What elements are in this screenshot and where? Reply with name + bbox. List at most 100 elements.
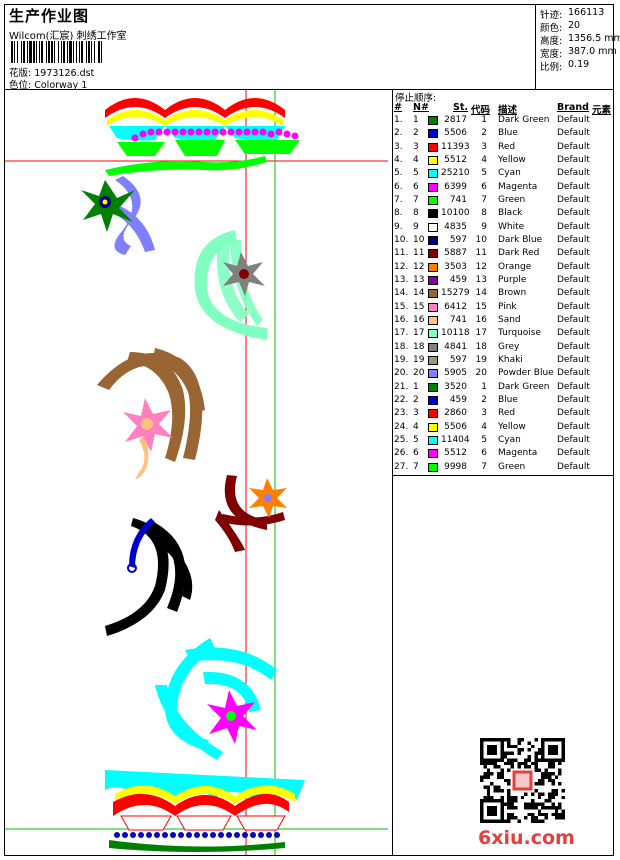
row-brand: Default: [557, 154, 590, 165]
row-description: Dark Blue: [498, 234, 543, 245]
row-stitches: 597: [449, 234, 467, 245]
design-label: 花版:: [9, 68, 32, 79]
row-index: 24.: [394, 421, 409, 432]
row-brand: Default: [557, 141, 590, 152]
stat-scale: 比例: 0.19: [540, 59, 590, 73]
row-needle: 2: [413, 394, 419, 405]
table-row: 8. 8 10100 8 Black Default: [393, 207, 614, 220]
row-description: Blue: [498, 128, 518, 139]
col-header-n: N#: [413, 102, 429, 113]
table-row: 7. 7 741 7 Green Default: [393, 194, 614, 207]
row-stitches: 741: [449, 314, 467, 325]
row-description: Turquoise: [498, 328, 542, 339]
row-index: 9.: [394, 221, 403, 232]
row-brand: Default: [557, 394, 590, 405]
col-header-desc: 描述: [498, 105, 518, 116]
row-needle: 9: [413, 221, 419, 232]
row-description: Brown: [498, 288, 527, 299]
stat-height: 高度: 1356.5 mm: [540, 33, 620, 47]
row-code: 14: [475, 288, 487, 299]
row-stitches: 3520: [444, 381, 467, 392]
col-header-element: 元素: [592, 105, 612, 116]
row-code: 15: [475, 301, 487, 312]
embroidery-preview: [5, 90, 388, 855]
row-stitches: 459: [449, 274, 467, 285]
row-stitches: 5905: [444, 368, 467, 379]
row-brand: Default: [557, 421, 590, 432]
row-needle: 3: [413, 408, 419, 419]
row-index: 5.: [394, 168, 403, 179]
row-stitches: 11404: [441, 434, 470, 445]
table-row: 3. 3 11393 3 Red Default: [393, 141, 614, 154]
row-code: 5: [481, 434, 487, 445]
row-code: 19: [475, 354, 487, 365]
row-needle: 16: [413, 314, 425, 325]
row-description: Red: [498, 141, 516, 152]
color-swatch: [428, 209, 438, 219]
row-description: Yellow: [498, 421, 526, 432]
row-needle: 12: [413, 261, 425, 272]
row-stitches: 10118: [441, 328, 470, 339]
table-row: 11. 11 5887 11 Dark Red Default: [393, 247, 614, 260]
table-row: 5. 5 25210 5 Cyan Default: [393, 167, 614, 180]
stat-colors: 颜色: 20: [540, 20, 581, 34]
table-row: 16. 16 741 16 Sand Default: [393, 314, 614, 327]
row-index: 15.: [394, 301, 409, 312]
motif-black-swirl: [105, 518, 193, 636]
col-header-code: 代码: [471, 105, 491, 116]
row-needle: 6: [413, 448, 419, 459]
row-brand: Default: [557, 274, 590, 285]
row-code: 4: [481, 154, 487, 165]
page-title: 生产作业图: [9, 7, 90, 25]
row-stitches: 3503: [444, 261, 467, 272]
color-swatch: [428, 435, 438, 445]
row-index: 25.: [394, 434, 409, 445]
row-index: 26.: [394, 448, 409, 459]
color-swatch: [428, 422, 438, 432]
row-code: 13: [475, 274, 487, 285]
table-row: 2. 2 5506 2 Blue Default: [393, 127, 614, 140]
row-needle: 1: [413, 381, 419, 392]
table-row: 10. 10 597 10 Dark Blue Default: [393, 234, 614, 247]
row-stitches: 2860: [444, 408, 467, 419]
row-description: Magenta: [498, 181, 538, 192]
row-needle: 4: [413, 154, 419, 165]
color-swatch: [428, 169, 438, 179]
colorway-label: 色位:: [9, 80, 32, 91]
row-needle: 3: [413, 141, 419, 152]
row-index: 22.: [394, 394, 409, 405]
row-needle: 7: [413, 194, 419, 205]
row-brand: Default: [557, 381, 590, 392]
row-brand: Default: [557, 301, 590, 312]
row-needle: 20: [413, 368, 425, 379]
color-swatch: [428, 329, 438, 339]
row-brand: Default: [557, 354, 590, 365]
row-brand: Default: [557, 234, 590, 245]
table-row: 19. 19 597 19 Khaki Default: [393, 354, 614, 367]
row-description: Orange: [498, 261, 532, 272]
row-stitches: 597: [449, 354, 467, 365]
row-description: Powder Blue: [498, 368, 554, 379]
row-description: Khaki: [498, 354, 523, 365]
row-code: 6: [481, 181, 487, 192]
row-code: 1: [481, 381, 487, 392]
row-brand: Default: [557, 194, 590, 205]
table-title: 停止顺序:: [395, 93, 437, 104]
row-stitches: 9998: [444, 461, 467, 472]
row-code: 20: [475, 368, 487, 379]
row-stitches: 11393: [441, 141, 470, 152]
color-swatch: [428, 449, 438, 459]
row-brand: Default: [557, 181, 590, 192]
row-stitches: 15279: [441, 288, 470, 299]
color-swatch: [428, 116, 438, 125]
row-index: 17.: [394, 328, 409, 339]
row-brand: Default: [557, 328, 590, 339]
row-description: Green: [498, 194, 526, 205]
motif-turquoise-swirl: [194, 230, 267, 340]
row-description: Cyan: [498, 434, 521, 445]
table-row: 1. 1 2817 1 Dark Green Default: [393, 114, 614, 127]
row-description: Red: [498, 408, 516, 419]
table-row: 18. 18 4841 18 Grey Default: [393, 341, 614, 354]
row-index: 19.: [394, 354, 409, 365]
row-index: 12.: [394, 261, 409, 272]
